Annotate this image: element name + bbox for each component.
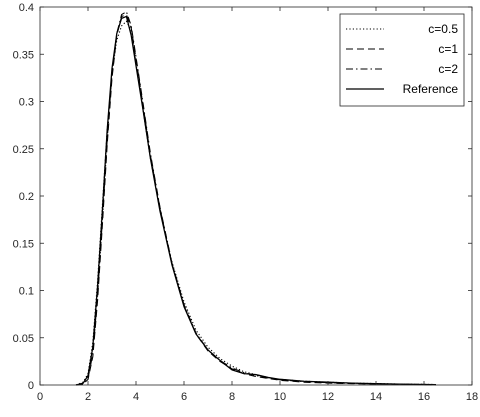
y-tick-label: 0.05 <box>13 333 34 345</box>
y-tick-label: 0.4 <box>19 2 34 14</box>
y-tick-label: 0.35 <box>13 49 34 61</box>
y-tick-label: 0.1 <box>19 286 34 298</box>
axes-layer: 0 2 4 6 8 10 12 14 16 18 0 0.05 0.1 0.15 0.2 0.25 0.3 0.3… <box>13 2 479 403</box>
x-tick-label: 18 <box>466 391 478 403</box>
legend-label-3: c=2 <box>438 62 458 76</box>
x-tick-label: 8 <box>229 391 235 403</box>
x-tick-label: 16 <box>418 391 430 403</box>
legend-label-1: c=0.5 <box>428 22 458 36</box>
x-tick-label: 4 <box>133 391 139 403</box>
y-tick-label: 0.25 <box>13 144 34 156</box>
y-tick-label: 0.2 <box>19 191 34 203</box>
series-layer <box>75 11 437 386</box>
x-tick-label: 12 <box>322 391 334 403</box>
x-tick-label: 10 <box>274 391 286 403</box>
x-tick-label: 0 <box>37 391 43 403</box>
legend-label-4: Reference <box>403 82 459 96</box>
series-line-4 <box>75 15 437 386</box>
y-tick-label: 0.3 <box>19 97 34 109</box>
y-tick-label: 0.15 <box>13 238 34 250</box>
y-tick-label: 0 <box>28 380 34 392</box>
x-tick-label: 2 <box>85 391 91 403</box>
x-tick-label: 14 <box>370 391 382 403</box>
x-tick-label: 6 <box>181 391 187 403</box>
legend: c=0.5 c=1 c=2 Reference <box>339 13 465 107</box>
legend-label-2: c=1 <box>438 42 458 56</box>
